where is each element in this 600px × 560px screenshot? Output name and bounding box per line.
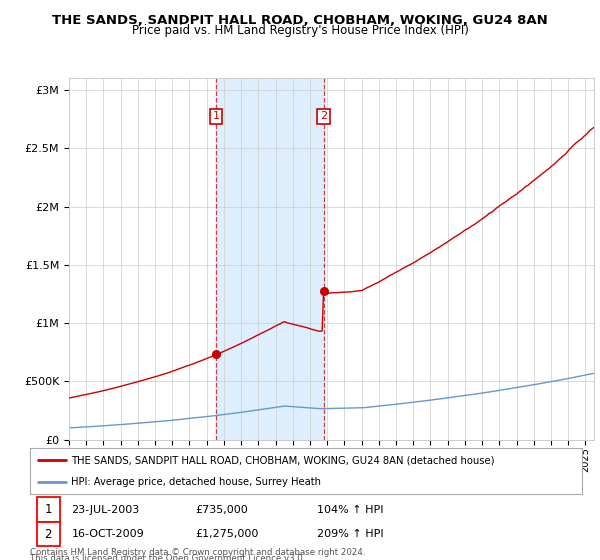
Text: HPI: Average price, detached house, Surrey Heath: HPI: Average price, detached house, Surr… bbox=[71, 477, 322, 487]
Text: £1,275,000: £1,275,000 bbox=[196, 529, 259, 539]
Text: 2: 2 bbox=[44, 528, 52, 540]
FancyBboxPatch shape bbox=[37, 497, 60, 522]
Text: 104% ↑ HPI: 104% ↑ HPI bbox=[317, 505, 383, 515]
Text: 1: 1 bbox=[44, 503, 52, 516]
Text: 16-OCT-2009: 16-OCT-2009 bbox=[71, 529, 144, 539]
Bar bbox=[216, 78, 323, 440]
Text: 1: 1 bbox=[212, 111, 220, 122]
Text: 23-JUL-2003: 23-JUL-2003 bbox=[71, 505, 140, 515]
Text: Contains HM Land Registry data © Crown copyright and database right 2024.: Contains HM Land Registry data © Crown c… bbox=[30, 548, 365, 557]
Text: 2: 2 bbox=[320, 111, 327, 122]
FancyBboxPatch shape bbox=[37, 522, 60, 547]
Text: £735,000: £735,000 bbox=[196, 505, 248, 515]
Text: 209% ↑ HPI: 209% ↑ HPI bbox=[317, 529, 383, 539]
Text: THE SANDS, SANDPIT HALL ROAD, CHOBHAM, WOKING, GU24 8AN: THE SANDS, SANDPIT HALL ROAD, CHOBHAM, W… bbox=[52, 14, 548, 27]
Text: Price paid vs. HM Land Registry's House Price Index (HPI): Price paid vs. HM Land Registry's House … bbox=[131, 24, 469, 37]
Text: THE SANDS, SANDPIT HALL ROAD, CHOBHAM, WOKING, GU24 8AN (detached house): THE SANDS, SANDPIT HALL ROAD, CHOBHAM, W… bbox=[71, 455, 495, 465]
Text: This data is licensed under the Open Government Licence v3.0.: This data is licensed under the Open Gov… bbox=[30, 554, 305, 560]
